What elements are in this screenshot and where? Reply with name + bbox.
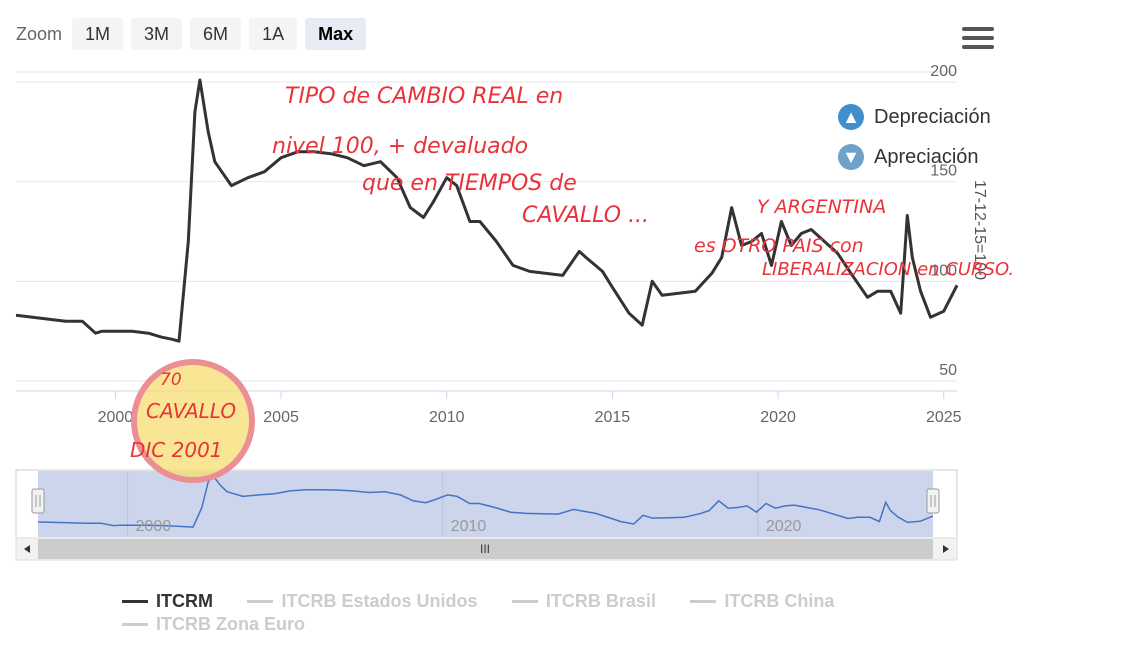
x-tick-label: 2010	[429, 409, 465, 426]
hamburger-menu-icon[interactable]	[962, 27, 994, 49]
scrollbar-thumb[interactable]	[38, 539, 933, 559]
scrollbar[interactable]: III	[15, 537, 958, 561]
svg-text:LIBERALIZACION en CURSO.: LIBERALIZACION en CURSO.	[762, 259, 1014, 280]
y-tick-label: 100	[930, 262, 957, 279]
y-tick-label: 150	[930, 163, 957, 180]
legend-item-itcrb-brasil[interactable]: ITCRB Brasil	[511, 591, 656, 613]
legend-item-itcrm[interactable]: ITCRM	[122, 591, 213, 613]
scroll-left-icon[interactable]	[24, 545, 30, 553]
scrollbar-grip: III	[480, 542, 490, 556]
svg-text:Y ARGENTINA: Y ARGENTINA	[757, 196, 886, 218]
legend-swatch	[122, 622, 148, 626]
direction-legend: ▲ Depreciación ▼ Apreciación	[838, 103, 991, 183]
y-tick-label: 50	[939, 362, 957, 379]
annotation-circle: 70 CAVALLO DIC 2001	[130, 359, 255, 483]
zoom-6m-button[interactable]: 6M	[190, 18, 242, 50]
svg-text:DIC 2001: DIC 2001	[130, 438, 223, 462]
navigator-tick-label: 2020	[766, 518, 802, 535]
navigator-series-line	[37, 474, 934, 528]
x-tick-label: 2005	[263, 409, 299, 426]
legend-label: ITCRM	[156, 591, 213, 611]
x-tick-label: 2025	[926, 409, 962, 426]
svg-text:CAVALLO: CAVALLO	[146, 399, 236, 423]
x-tick-label: 2015	[595, 409, 631, 426]
navigator-left-handle[interactable]	[31, 488, 45, 514]
zoom-1m-button[interactable]: 1M	[72, 18, 124, 50]
handwritten-annotation: TIPO de CAMBIO REAL en nivel 100, + deva…	[272, 84, 1014, 280]
legend-item-itcrb-estados-unidos[interactable]: ITCRB Estados Unidos	[247, 591, 477, 613]
legend-swatch	[247, 600, 274, 603]
navigator-right-handle[interactable]	[926, 488, 940, 514]
svg-text:TIPO de CAMBIO REAL en: TIPO de CAMBIO REAL en	[285, 84, 563, 109]
y-tick-label: 200	[930, 63, 957, 80]
scroll-right-icon[interactable]	[943, 545, 949, 553]
navigator[interactable]: 2000 2010 2020	[15, 469, 958, 539]
arrow-up-circle-icon: ▲	[838, 104, 864, 130]
legend-label: ITCRB Brasil	[545, 591, 656, 611]
x-tick-label: 2000	[98, 409, 134, 426]
itcrm-series-line	[15, 78, 959, 343]
svg-text:que en TIEMPOS de: que en TIEMPOS de	[362, 171, 577, 196]
appreciation-label: Apreciación	[874, 145, 979, 168]
zoom-bar: Zoom 1M 3M 6M 1A Max	[16, 18, 367, 50]
legend-label: ITCRB China	[724, 591, 835, 611]
svg-text:nivel 100, + devaluado: nivel 100, + devaluado	[272, 134, 528, 159]
zoom-max-button[interactable]: Max	[305, 18, 367, 50]
y-axis-ticks: 50 100 150 200	[930, 63, 957, 379]
legend-swatch	[511, 600, 538, 603]
y-axis-label: 17-12-15=100	[971, 180, 988, 280]
zoom-1a-button[interactable]: 1A	[249, 18, 298, 50]
depreciation-label: Depreciación	[874, 105, 991, 128]
svg-text:CAVALLO ...: CAVALLO ...	[522, 203, 649, 228]
zoom-label: Zoom	[16, 23, 63, 44]
legend-swatch	[690, 600, 717, 603]
legend-swatch	[122, 600, 148, 603]
appreciation-legend-item[interactable]: ▼ Apreciación	[838, 143, 991, 171]
zoom-3m-button[interactable]: 3M	[131, 18, 183, 50]
legend-label: ITCRB Estados Unidos	[281, 591, 478, 611]
series-legend: ITCRM ITCRB Estados Unidos ITCRB Brasil …	[122, 590, 952, 635]
x-axis-ticks: 2000 2005 2010 2015 2020 2025	[98, 391, 962, 426]
navigator-tick-label: 2010	[451, 518, 487, 535]
legend-item-itcrb-zona-euro[interactable]: ITCRB Zona Euro	[122, 613, 305, 635]
svg-text:70: 70	[160, 370, 182, 390]
legend-item-itcrb-china[interactable]: ITCRB China	[690, 591, 834, 613]
navigator-tick-label: 2000	[136, 518, 172, 535]
depreciation-legend-item[interactable]: ▲ Depreciación	[838, 103, 991, 131]
svg-text:es OTRO PAIS con: es OTRO PAIS con	[694, 235, 864, 257]
arrow-down-circle-icon: ▼	[838, 144, 864, 170]
x-tick-label: 2020	[760, 409, 796, 426]
legend-label: ITCRB Zona Euro	[156, 613, 305, 634]
